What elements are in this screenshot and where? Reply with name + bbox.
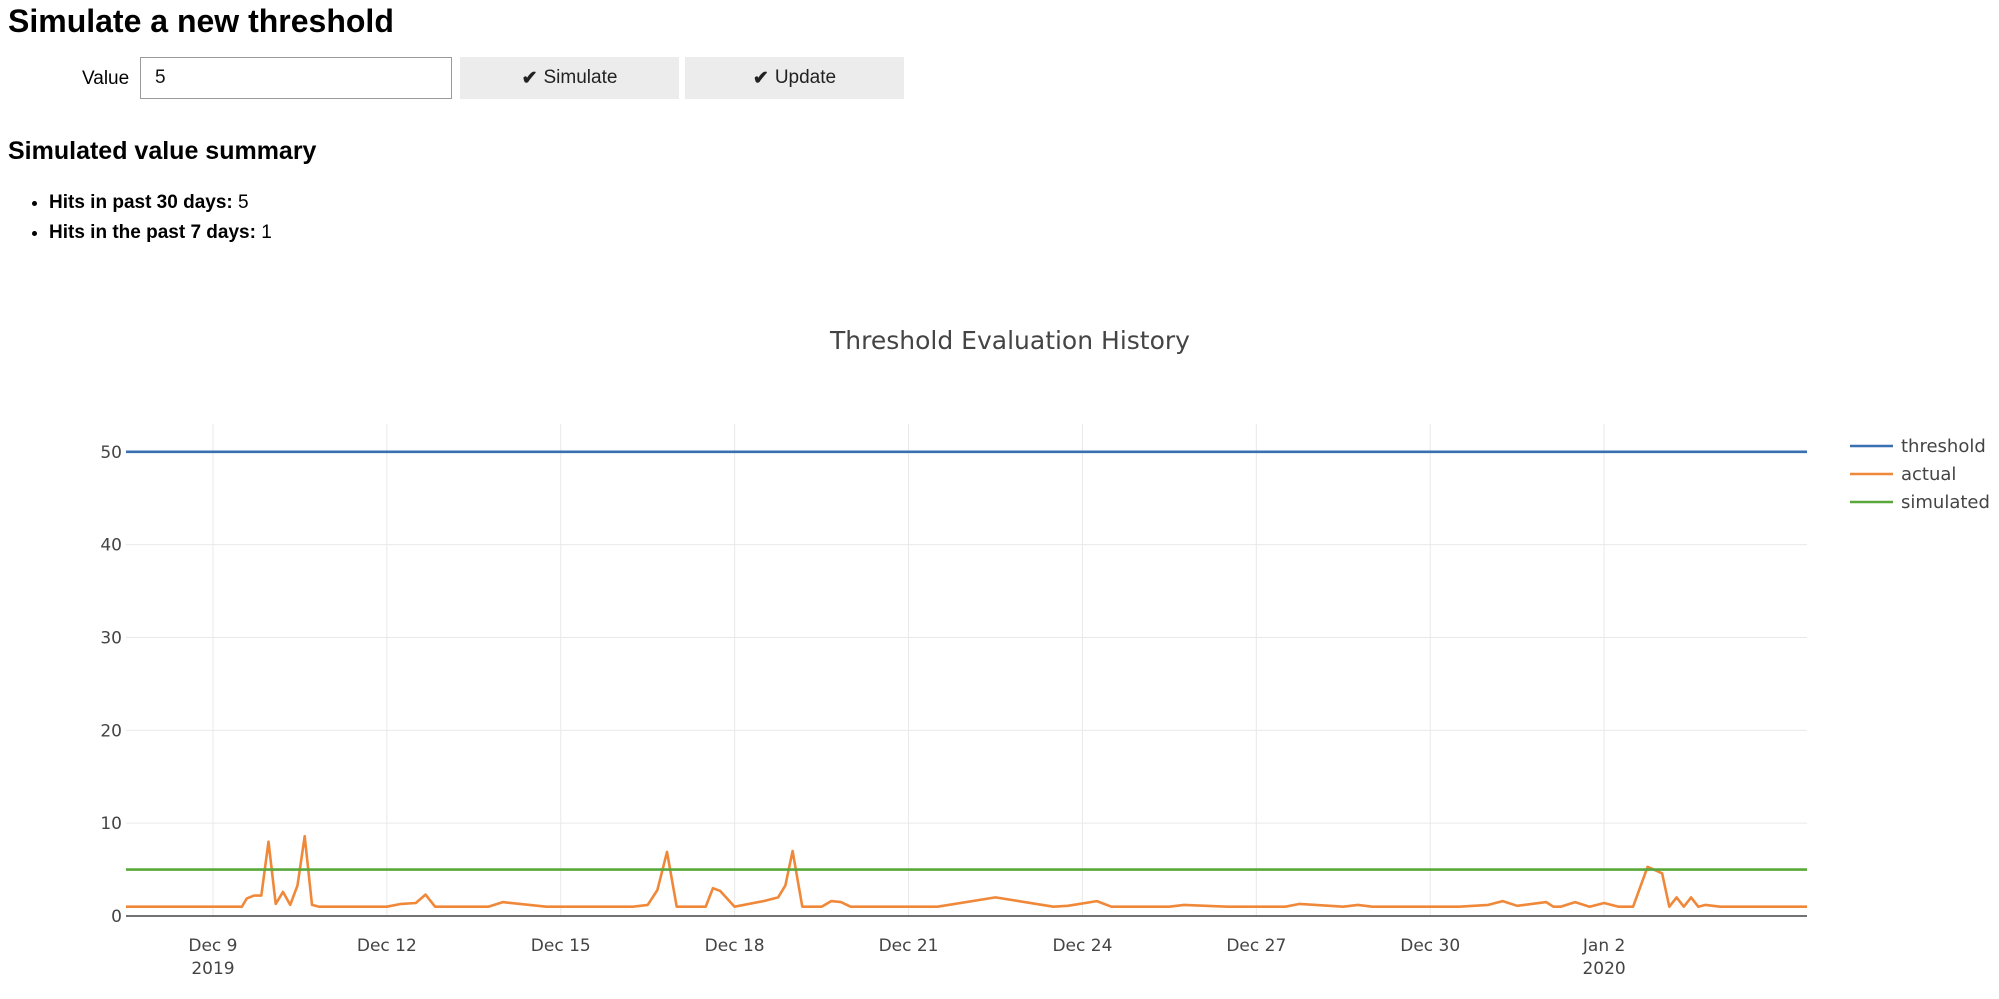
- summary-item-value: 5: [238, 192, 249, 213]
- chart-series: [126, 450, 1807, 908]
- check-icon: ✔: [521, 67, 538, 89]
- value-label: Value: [82, 68, 130, 89]
- x-tick-label: Dec 21: [879, 936, 939, 956]
- summary-item-7-days: Hits in the past 7 days: 1: [49, 218, 272, 248]
- check-icon: ✔: [752, 67, 769, 89]
- summary-list: Hits in past 30 days: 5 Hits in the past…: [25, 188, 272, 248]
- x-tick-label: Dec 27: [1226, 936, 1286, 956]
- y-tick-label: 50: [100, 443, 122, 463]
- chart-legend: threshold actual simulated: [1850, 436, 1990, 513]
- summary-item-30-days: Hits in past 30 days: 5: [49, 188, 272, 218]
- y-tick-label: 0: [111, 907, 122, 927]
- simulate-button-label: Simulate: [543, 67, 618, 88]
- summary-item-label: Hits in past 30 days:: [49, 192, 233, 213]
- x-tick-label: Dec 15: [531, 936, 591, 956]
- x-tick-label: Dec 24: [1052, 936, 1112, 956]
- update-button-label: Update: [774, 67, 837, 88]
- chart-grid: [126, 424, 1807, 916]
- x-tick-label: Jan 2: [1582, 936, 1625, 956]
- x-tick-label: Dec 9: [188, 936, 237, 956]
- x-tick-year-label: 2020: [1582, 959, 1625, 979]
- simulate-form: Value ✔ Simulate ✔ Update: [0, 57, 1000, 99]
- chart-title: Threshold Evaluation History: [829, 326, 1190, 355]
- x-tick-label: Dec 30: [1400, 936, 1460, 956]
- y-tick-label: 20: [100, 721, 122, 741]
- y-tick-label: 10: [100, 814, 122, 834]
- legend-label-actual: actual: [1901, 464, 1956, 485]
- x-tick-year-label: 2019: [191, 959, 234, 979]
- y-tick-label: 40: [100, 536, 122, 556]
- summary-item-value: 1: [261, 222, 272, 243]
- legend-label-threshold: threshold: [1901, 436, 1986, 457]
- page-title: Simulate a new threshold: [8, 3, 394, 39]
- summary-heading: Simulated value summary: [8, 137, 317, 165]
- x-tick-label: Dec 18: [705, 936, 765, 956]
- simulate-button[interactable]: ✔ Simulate: [460, 57, 679, 99]
- y-tick-label: 30: [100, 629, 122, 649]
- legend-label-simulated: simulated: [1901, 492, 1990, 513]
- x-tick-label: Dec 12: [357, 936, 417, 956]
- summary-item-label: Hits in the past 7 days:: [49, 222, 256, 243]
- update-button[interactable]: ✔ Update: [685, 57, 904, 99]
- series-line-actual: [126, 834, 1807, 908]
- chart-axes: 0 10 20 30 40 50 Dec 9 2019 Dec 12 Dec 15 Dec 18 De…: [100, 443, 1807, 979]
- value-input[interactable]: [140, 57, 452, 99]
